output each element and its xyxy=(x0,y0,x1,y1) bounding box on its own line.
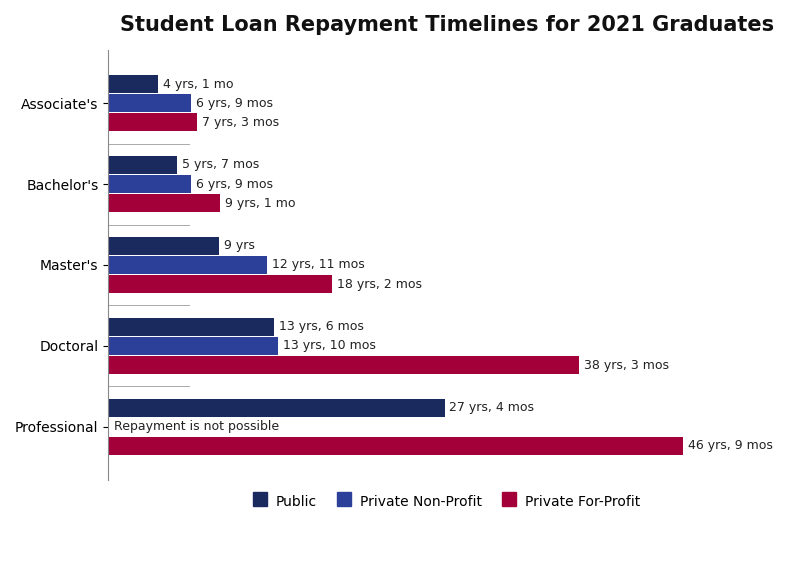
Bar xyxy=(108,194,220,212)
Bar xyxy=(108,275,332,293)
Bar xyxy=(108,114,198,131)
Text: 12 yrs, 11 mos: 12 yrs, 11 mos xyxy=(272,259,365,272)
Text: 9 yrs: 9 yrs xyxy=(224,240,254,253)
Title: Student Loan Repayment Timelines for 2021 Graduates: Student Loan Repayment Timelines for 202… xyxy=(119,15,774,35)
Text: 6 yrs, 9 mos: 6 yrs, 9 mos xyxy=(196,177,274,190)
Text: Repayment is not possible: Repayment is not possible xyxy=(114,420,279,433)
Bar xyxy=(108,175,191,193)
Text: 6 yrs, 9 mos: 6 yrs, 9 mos xyxy=(196,97,274,110)
Text: 7 yrs, 3 mos: 7 yrs, 3 mos xyxy=(202,116,279,129)
Text: 27 yrs, 4 mos: 27 yrs, 4 mos xyxy=(450,401,534,414)
Text: 5 yrs, 7 mos: 5 yrs, 7 mos xyxy=(182,158,259,172)
Text: 13 yrs, 10 mos: 13 yrs, 10 mos xyxy=(283,340,376,353)
Text: 4 yrs, 1 mo: 4 yrs, 1 mo xyxy=(163,77,234,90)
Bar xyxy=(108,156,177,174)
Legend: Public, Private Non-Profit, Private For-Profit: Public, Private Non-Profit, Private For-… xyxy=(246,488,647,515)
Bar xyxy=(108,357,579,374)
Text: 9 yrs, 1 mo: 9 yrs, 1 mo xyxy=(225,197,295,210)
Bar xyxy=(108,399,445,416)
Bar xyxy=(108,437,683,455)
Text: 46 yrs, 9 mos: 46 yrs, 9 mos xyxy=(689,440,774,453)
Bar xyxy=(108,337,278,355)
Bar xyxy=(108,318,274,336)
Bar xyxy=(108,94,191,112)
Text: 18 yrs, 2 mos: 18 yrs, 2 mos xyxy=(337,277,422,290)
Text: 38 yrs, 3 mos: 38 yrs, 3 mos xyxy=(584,359,669,372)
Bar xyxy=(108,237,219,255)
Bar xyxy=(108,257,267,274)
Bar xyxy=(108,75,158,93)
Text: 13 yrs, 6 mos: 13 yrs, 6 mos xyxy=(279,320,364,333)
